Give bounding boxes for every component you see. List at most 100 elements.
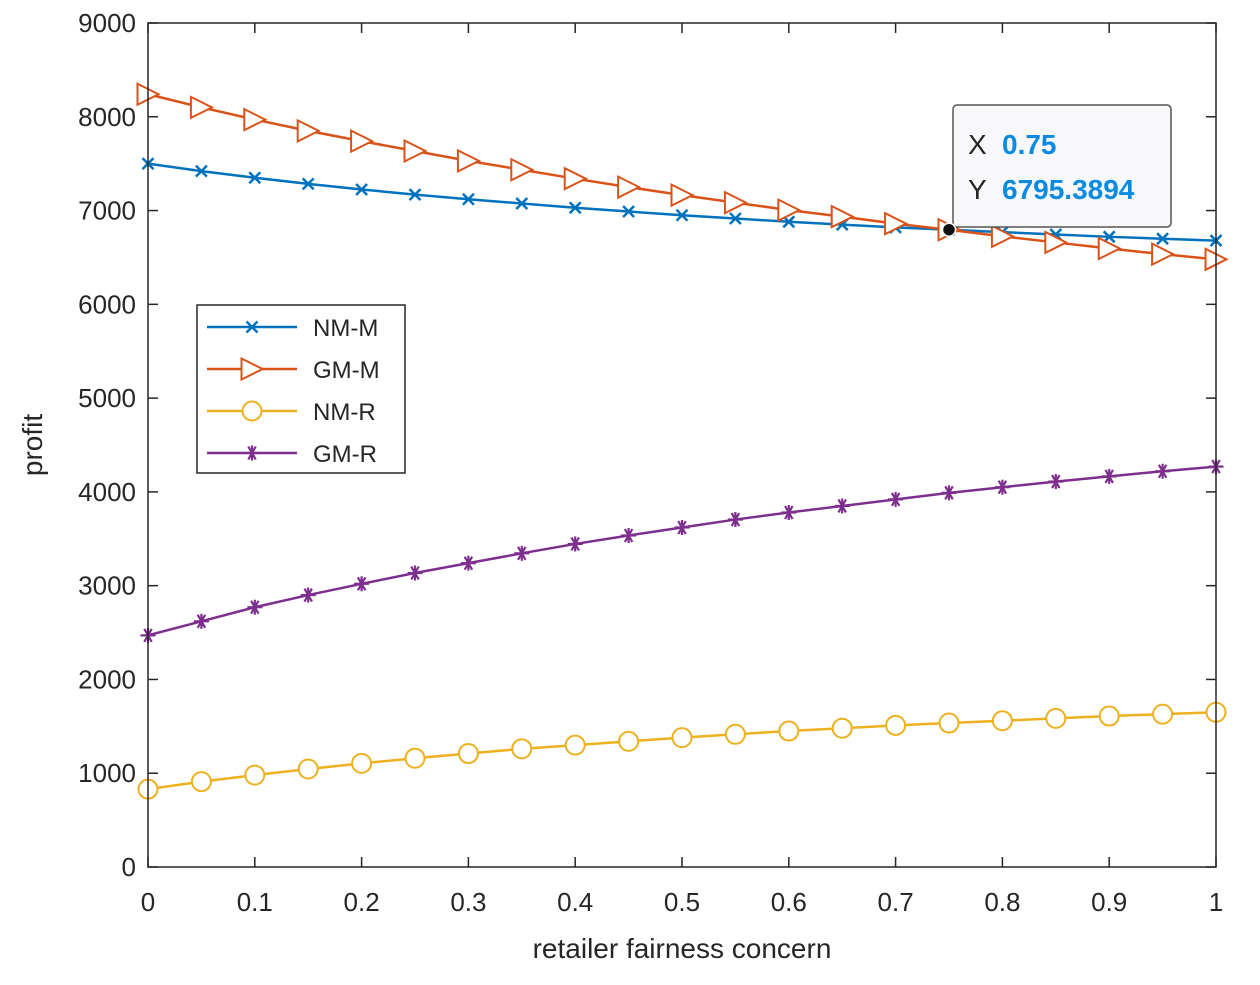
y-tick-label: 0 — [122, 852, 136, 882]
data-point-gm-r — [407, 565, 423, 581]
x-tick-label: 0 — [141, 887, 155, 917]
data-point-nm-r — [351, 752, 373, 774]
datatip-x-value: 0.75 — [1002, 129, 1057, 160]
legend-label-nm-r: NM-R — [313, 399, 376, 426]
data-point-gm-r — [193, 613, 209, 629]
marker-stroke — [1156, 232, 1169, 246]
x-tick-labels: 0 0.1 0.2 0.3 0.4 0.5 0.6 0.7 0.8 0.9 1 — [141, 887, 1223, 917]
data-point-gm-m — [403, 138, 428, 164]
x-tick-label: 0.1 — [237, 887, 273, 917]
data-point-gm-m — [1097, 236, 1122, 261]
legend-marker-gm-r — [244, 445, 260, 461]
x-tick-label: 0.5 — [664, 887, 700, 917]
x-tick-label: 0.9 — [1091, 887, 1127, 917]
marker-stroke — [408, 188, 422, 201]
x-tick-label: 0.4 — [557, 887, 593, 917]
datatip-y-value: 6795.3894 — [1002, 174, 1135, 205]
legend-marker-nm-r — [241, 400, 263, 422]
data-point-nm-r — [618, 730, 640, 752]
data-point-gm-m — [1044, 230, 1069, 255]
data-point-nm-r — [885, 714, 907, 736]
data-point-nm-r — [671, 727, 693, 749]
datatip[interactable]: X 0.75 Y 6795.3894 — [952, 104, 1172, 228]
data-point-gm-m — [990, 224, 1016, 249]
data-point-gm-m — [243, 107, 268, 132]
data-point-nm-m — [248, 171, 262, 185]
data-point-gm-m — [1151, 242, 1176, 267]
data-point-nm-m — [355, 183, 368, 196]
marker-stroke — [515, 197, 529, 210]
data-point-nm-r — [1152, 703, 1174, 725]
legend-label-gm-m: GM-M — [313, 357, 380, 384]
data-point-nm-m — [622, 205, 635, 218]
x-tick-label: 0.6 — [771, 887, 807, 917]
legend-box — [196, 304, 406, 474]
data-point-nm-r — [778, 720, 800, 742]
data-point-nm-m — [301, 177, 315, 191]
x-axis-title: retailer fairness concern — [533, 933, 832, 964]
datatip-marker[interactable] — [941, 222, 957, 237]
legend-marker-gm-m — [240, 356, 265, 382]
data-point-gm-r — [300, 587, 316, 603]
datatip-marker-layer — [941, 222, 957, 237]
legend-item-gm-r[interactable]: GM-R — [207, 441, 377, 468]
data-point-gm-r — [1048, 474, 1064, 490]
data-point-nm-r — [190, 771, 212, 793]
data-point-nm-r — [831, 717, 853, 739]
data-point-gm-m — [884, 211, 909, 236]
data-point-gm-m — [777, 197, 802, 223]
data-point-nm-m — [729, 212, 742, 225]
legend-item-nm-m[interactable]: NM-M — [207, 315, 378, 342]
data-point-nm-m — [462, 192, 475, 206]
data-point-gm-r — [941, 485, 957, 501]
data-point-gm-r — [247, 599, 263, 615]
data-point-nm-m — [195, 164, 208, 178]
y-tick-label: 6000 — [78, 289, 136, 319]
y-tick-label: 4000 — [78, 477, 136, 507]
data-point-nm-m — [568, 201, 582, 215]
marker-stroke — [355, 183, 368, 196]
data-point-nm-r — [1098, 705, 1120, 727]
data-point-nm-r — [244, 764, 266, 786]
data-point-nm-r — [1045, 707, 1067, 729]
data-point-gm-m — [189, 95, 215, 120]
datatip-box — [952, 104, 1172, 228]
data-point-nm-r — [297, 758, 319, 780]
legend-marker-nm-m — [245, 320, 259, 334]
data-point-gm-m — [617, 174, 642, 200]
y-tick-labels: 0 1000 2000 3000 4000 5000 6000 7000 8000 9000 — [78, 8, 136, 882]
legend[interactable]: NM-M GM-M NM-R GM-R — [196, 304, 406, 474]
data-point-gm-m — [563, 166, 588, 191]
x-tick-label: 0.2 — [344, 887, 380, 917]
data-point-nm-r — [457, 743, 479, 765]
y-tick-label: 2000 — [78, 664, 136, 694]
data-point-gm-m — [830, 204, 855, 229]
legend-item-gm-m[interactable]: GM-M — [207, 356, 380, 384]
data-point-gm-r — [621, 527, 637, 543]
x-tick-label: 0.8 — [984, 887, 1020, 917]
marker-stroke — [782, 215, 796, 229]
series-nm-r — [137, 701, 1227, 800]
y-tick-label: 3000 — [78, 571, 136, 601]
data-point-gm-r — [994, 479, 1010, 495]
data-point-nm-m — [675, 208, 689, 222]
data-point-gm-r — [1101, 468, 1117, 484]
data-point-gm-m — [350, 129, 375, 154]
datatip-x-key: X — [968, 129, 987, 160]
x-tick-label: 0.7 — [878, 887, 914, 917]
data-point-nm-r — [511, 738, 533, 760]
data-point-gm-r — [674, 520, 690, 536]
legend-item-nm-r[interactable]: NM-R — [207, 399, 376, 426]
data-point-nm-r — [991, 710, 1013, 732]
data-point-nm-r — [724, 723, 746, 745]
legend-label-nm-m: NM-M — [313, 315, 378, 342]
y-tick-label: 8000 — [78, 102, 136, 132]
plot-frame — [147, 22, 1217, 868]
data-point-nm-r — [564, 734, 586, 756]
marker-stroke — [195, 164, 208, 178]
marker-stroke — [568, 201, 582, 215]
data-point-gm-r — [460, 555, 476, 571]
marker-stroke — [301, 177, 315, 191]
data-point-gm-r — [727, 512, 743, 528]
